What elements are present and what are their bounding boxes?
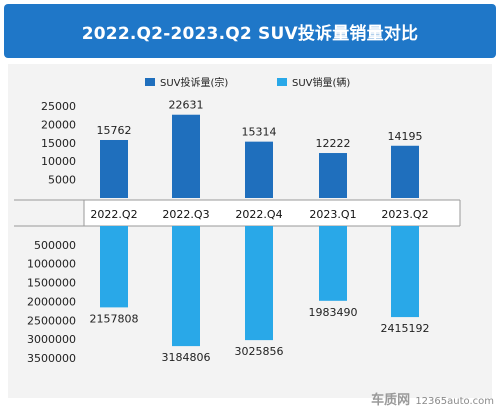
- data-label-complaints: 12222: [316, 137, 351, 150]
- data-label-sales: 2157808: [90, 312, 139, 325]
- y-tick-sales: 2000000: [27, 295, 76, 308]
- data-label-sales: 2415192: [381, 322, 430, 335]
- bar-sales: [100, 226, 128, 308]
- data-label-sales: 3184806: [162, 351, 211, 364]
- legend-swatch-sales: [277, 78, 287, 86]
- y-tick-sales: 1000000: [27, 258, 76, 271]
- bar-complaints: [391, 145, 419, 198]
- y-tick-sales: 3500000: [27, 352, 76, 365]
- data-label-complaints: 15314: [242, 126, 277, 139]
- watermark-site: 12365auto.com: [415, 396, 494, 407]
- legend-swatch-complaints: [145, 78, 155, 86]
- legend-label-complaints: SUV投诉量(宗): [160, 76, 228, 89]
- y-tick-sales: 1500000: [27, 277, 76, 290]
- watermark-brand: 车质网: [371, 393, 411, 408]
- category-band: [84, 200, 460, 226]
- watermark: 车质网 12365auto.com: [371, 389, 494, 408]
- bar-sales: [319, 226, 347, 301]
- y-tick-complaints: 15000: [41, 137, 76, 150]
- category-label: 2022.Q2: [90, 208, 137, 221]
- bar-sales: [391, 226, 419, 318]
- category-label: 2023.Q2: [381, 208, 428, 221]
- bar-sales: [172, 226, 200, 347]
- bar-complaints: [245, 141, 273, 198]
- y-tick-complaints: 25000: [41, 100, 76, 113]
- category-label: 2022.Q4: [235, 208, 282, 221]
- bar-complaints: [172, 114, 200, 198]
- y-tick-complaints: 10000: [41, 155, 76, 168]
- y-tick-sales: 2500000: [27, 314, 76, 327]
- data-label-complaints: 15762: [97, 124, 132, 137]
- y-tick-complaints: 20000: [41, 118, 76, 131]
- bar-sales: [245, 226, 273, 341]
- y-tick-sales: 3000000: [27, 333, 76, 346]
- data-label-complaints: 14195: [388, 130, 423, 143]
- bar-complaints: [319, 153, 347, 198]
- data-label-complaints: 22631: [169, 99, 204, 112]
- chart-title: 2022.Q2-2023.Q2 SUV投诉量销量对比: [4, 4, 496, 58]
- bar-complaints: [100, 139, 128, 198]
- data-label-sales: 3025856: [235, 345, 284, 358]
- category-label: 2023.Q1: [309, 208, 356, 221]
- category-label: 2022.Q3: [162, 208, 209, 221]
- y-tick-complaints: 5000: [48, 174, 76, 187]
- y-tick-sales: 500000: [34, 239, 76, 252]
- data-label-sales: 1983490: [309, 306, 358, 319]
- legend-label-sales: SUV销量(辆): [292, 76, 350, 89]
